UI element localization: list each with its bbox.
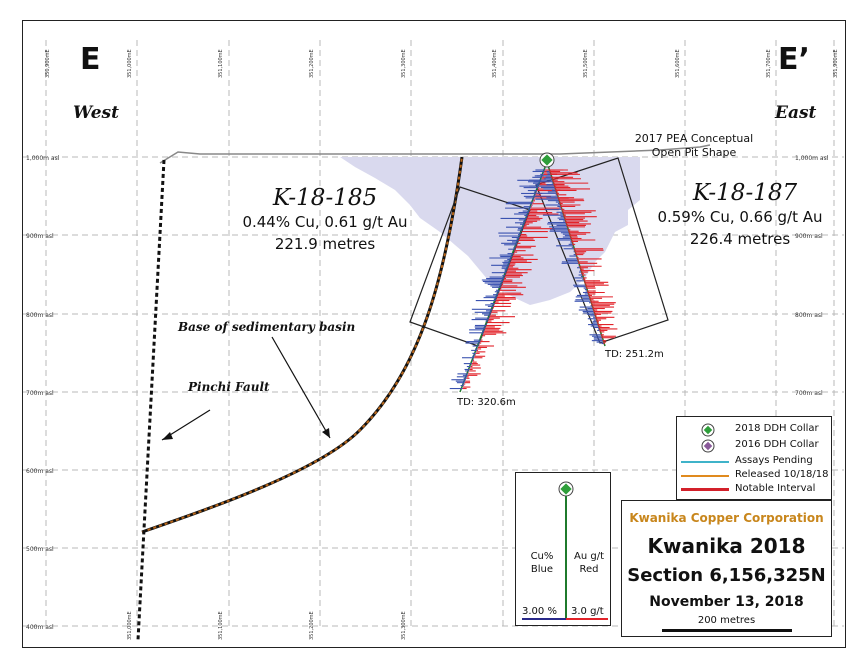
hole-185-td: TD: 320.6m [457,397,516,408]
key-au-label: Au g/t [574,551,604,562]
topography-line [159,144,711,164]
basin-label: Base of sedimentary basin [178,320,356,334]
easting-label-bottom: 351,100mE [218,611,224,640]
key-cu-color: Blue [530,564,554,575]
assay-scale-key: Cu% Blue Au g/t Red 3.00 % 3.0 g/t [515,472,611,626]
elevation-label-right: 1,000m asl [795,155,829,162]
project-title: Kwanika 2018 [647,534,806,558]
hole-185-name: K-18-185 [272,185,378,211]
west-label: West [73,103,119,123]
easting-label-top: 351,900mE [833,49,839,78]
easting-label-top: 351,100mE [218,49,224,78]
released-line [681,475,729,477]
hole-187-grade: 0.59% Cu, 0.66 g/t Au [657,208,823,226]
legend-item: Notable Interval [677,483,831,496]
pit-label-line1: 2017 PEA Conceptual [634,132,754,145]
key-cu-max: 3.00 % [522,606,557,617]
scale-bar [662,629,792,632]
key-au-max: 3.0 g/t [571,606,604,617]
elevation-label-left: 800m asl [26,312,54,319]
easting-label-top: 351,600mE [675,49,681,78]
legend: 2018 DDH Collar 2016 DDH Collar Assays P… [676,416,832,500]
hole-187-td: TD: 251.2m [605,349,664,360]
easting-label-bottom: 351,200mE [309,611,315,640]
easting-label-top: 351,200mE [309,49,315,78]
open-pit-group [340,157,640,305]
easting-label-top: 351,300mE [401,49,407,78]
legend-item: Released 10/18/18 [677,469,831,482]
scale-label: 200 metres [697,615,756,626]
hole-187-name: K-18-187 [692,180,798,206]
fault-arrowhead [162,432,173,440]
legend-item: 2018 DDH Collar [677,423,831,437]
pit-label-line2: Open Pit Shape [651,146,737,159]
elevation-label-right: 700m asl [795,390,823,397]
hole-187-length: 226.4 metres [689,230,791,248]
title-block: Kwanika Copper Corporation Kwanika 2018 … [621,500,832,637]
open-pit-shape [340,157,640,305]
drill-holes-group [409,152,669,393]
hole-185-length: 221.9 metres [274,235,376,253]
elevation-label-left: 500m asl [26,546,54,553]
section-frame [22,20,846,648]
section-title: Section 6,156,325N [627,565,826,586]
legend-item: Assays Pending [677,455,831,468]
elevation-label-left: 700m asl [26,390,54,397]
axis-labels: 350,900mE 351,000mE 351,100mE 351,200mE 351,… [26,49,839,640]
east-label: East [775,103,817,123]
elevation-label-left: 900m asl [26,233,54,240]
basin-arrowhead [322,428,330,438]
easting-label-top: 351,400mE [492,49,498,78]
collar-diamond-icon [541,154,553,166]
grid-lines [22,40,844,627]
geology-lines [136,156,464,641]
company-name: Kwanika Copper Corporation [629,511,824,525]
easting-label-top: 350,900mE [45,49,51,78]
map-date: November 13, 2018 [649,594,804,610]
fault-line [136,159,166,641]
key-cu-label: Cu% [530,551,554,562]
pending-line [681,461,729,463]
elevation-label-left: 600m asl [26,468,54,475]
easting-label-bottom: 351,300mE [401,611,407,640]
section-start-letter: E [80,42,101,77]
basin-line [141,156,463,533]
basin-arrow [271,336,331,439]
section-end-letter: E’ [778,42,810,77]
easting-label-top: 351,000mE [127,49,133,78]
legend-item: 2016 DDH Collar [677,439,831,453]
easting-label-top: 351,500mE [583,49,589,78]
elevation-label-left: 400m asl [26,624,54,631]
hole-185-grade: 0.44% Cu, 0.61 g/t Au [242,213,408,231]
fault-label: Pinchi Fault [188,380,270,394]
elevation-label-left: 1,000m asl [26,155,60,162]
hole-187-window [535,157,669,344]
elevation-label-right: 900m asl [795,233,823,240]
notable-line [681,488,729,491]
elevation-label-right: 800m asl [795,312,823,319]
topography-group [159,144,711,164]
easting-label-bottom: 351,000mE [127,611,133,640]
easting-label-top: 351,700mE [766,49,772,78]
key-au-color: Red [579,564,599,575]
